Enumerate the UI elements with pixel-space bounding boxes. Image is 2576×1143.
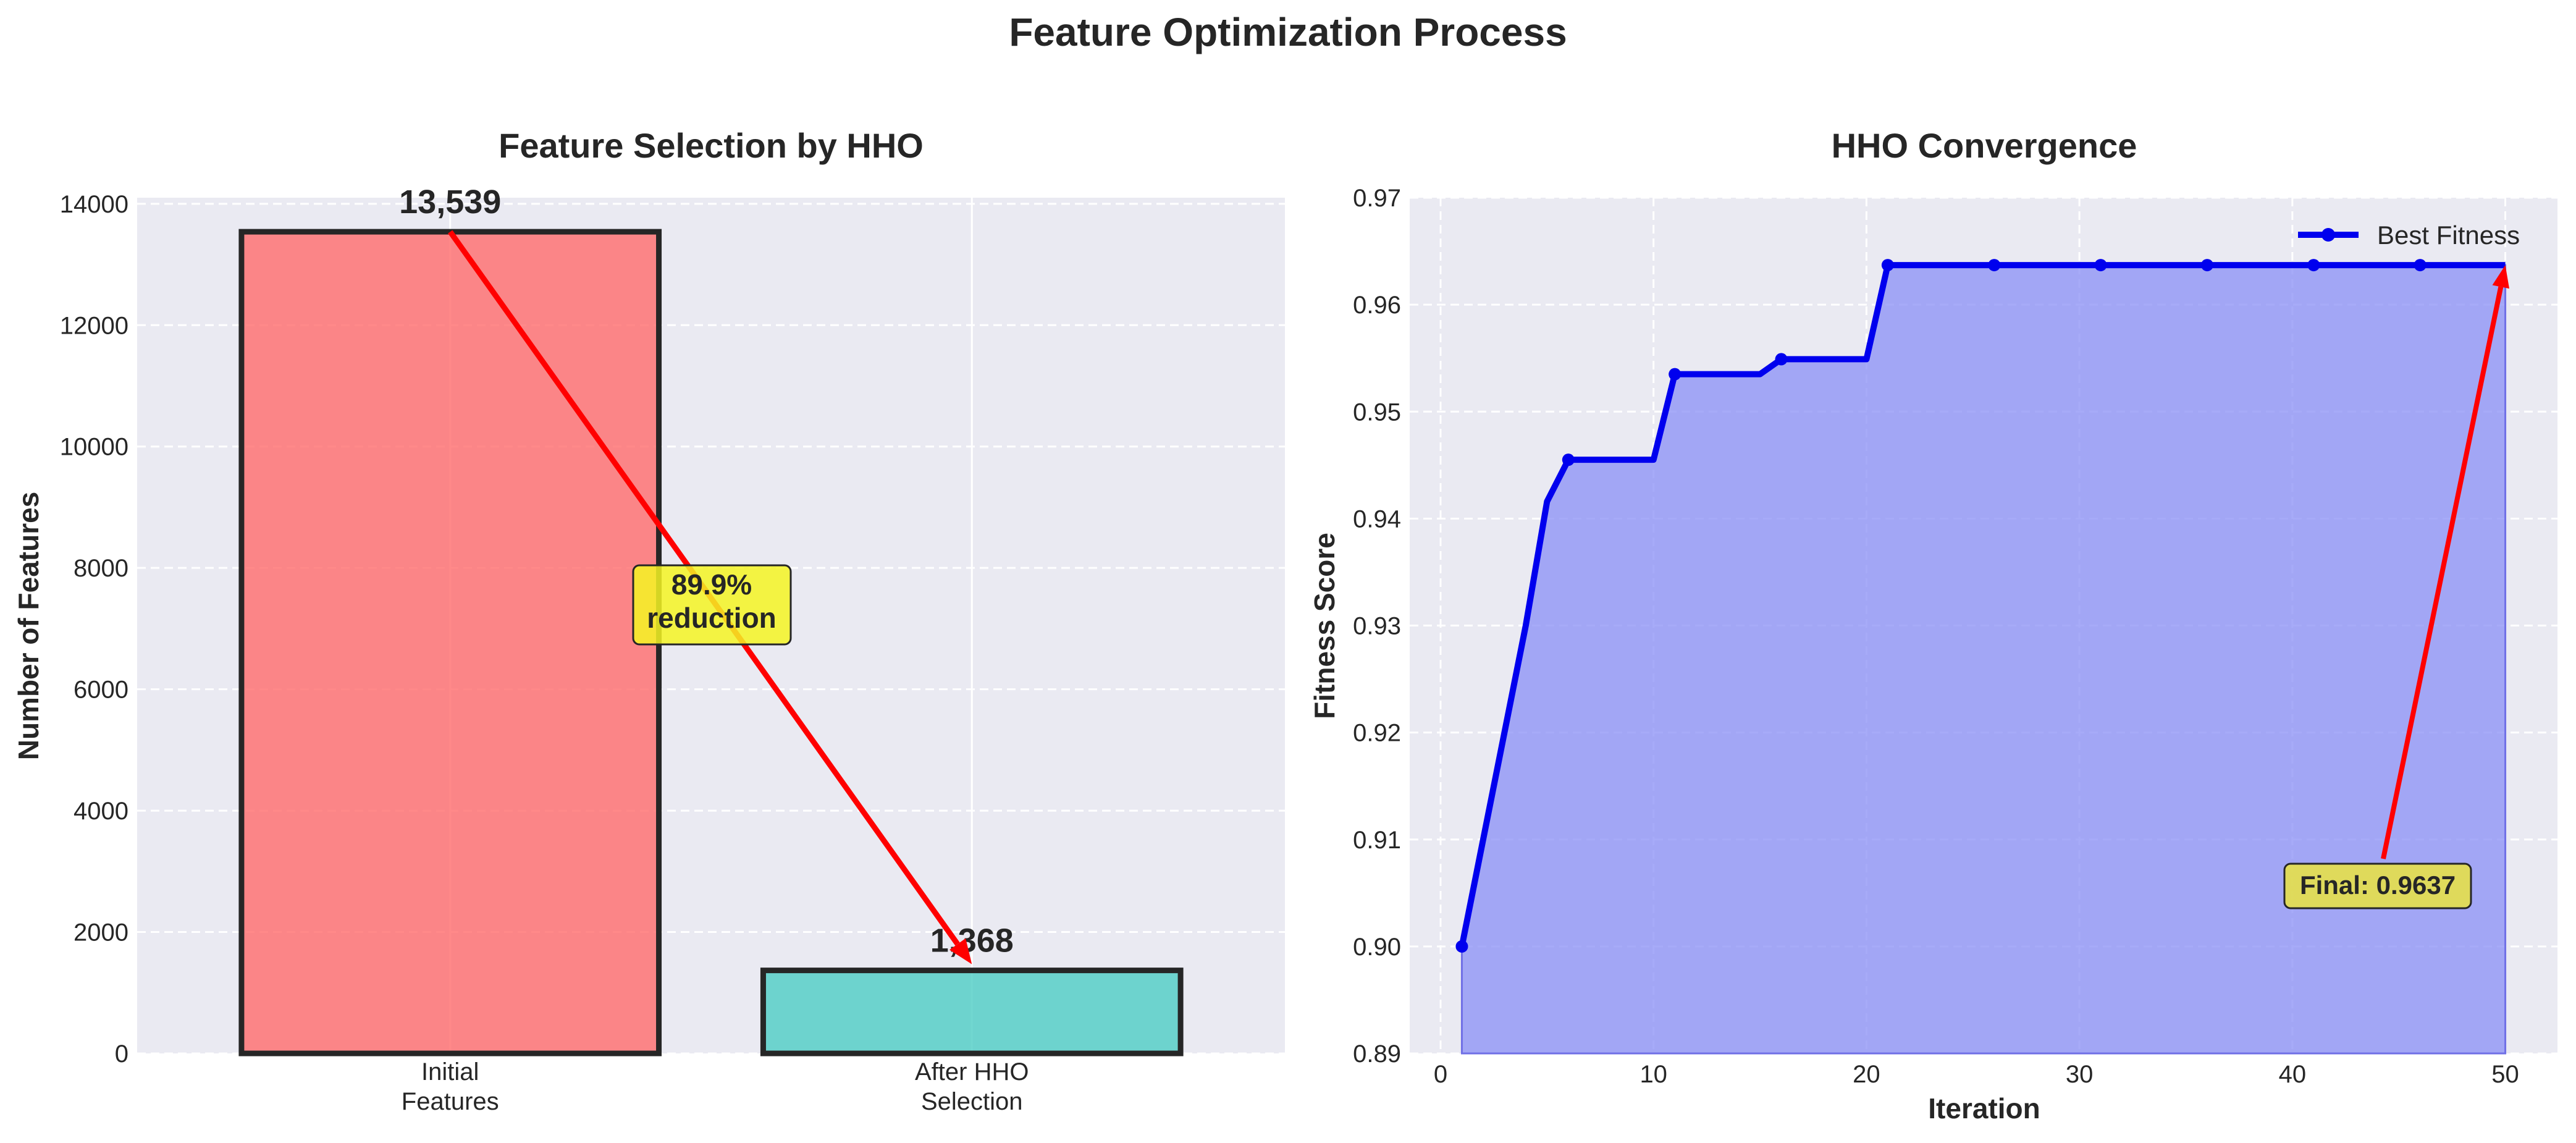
bar-chart-y-tick-label: 14000: [60, 191, 128, 218]
best-fitness-marker: [1881, 259, 1894, 272]
bar-chart-y-tick-label: 8000: [74, 555, 128, 582]
convergence-y-tick-label: 0.96: [1353, 292, 1401, 319]
convergence-x-tick-label: 30: [2066, 1061, 2094, 1088]
legend-label: Best Fitness: [2377, 221, 2520, 250]
convergence-y-tick-label: 0.91: [1353, 827, 1401, 854]
bar-chart-x-ticks: Initial Features After HHO Selection: [402, 1058, 1029, 1115]
bar-chart-x-tick-label: Initial Features: [402, 1058, 499, 1115]
best-fitness-marker: [2414, 259, 2427, 272]
best-fitness-marker: [1669, 368, 1682, 381]
convergence-y-tick-label: 0.97: [1353, 185, 1401, 212]
bar-chart-y-tick-label: 6000: [74, 677, 128, 704]
convergence-chart-title: HHO Convergence: [1832, 126, 2137, 165]
convergence-x-tick-label: 10: [1639, 1061, 1667, 1088]
convergence-chart-y-axis-label: Fitness Score: [1308, 533, 1341, 719]
bar-chart-y-tick-label: 4000: [74, 798, 128, 825]
convergence-x-tick-label: 20: [1853, 1061, 1880, 1088]
convergence-x-tick-label: 0: [1434, 1061, 1447, 1088]
final-annotation-box: [2283, 863, 2472, 909]
bar-chart-y-tick-label: 0: [115, 1040, 128, 1068]
convergence-y-tick-label: 0.92: [1353, 720, 1401, 747]
reduction-annotation-box: [632, 564, 792, 646]
best-fitness-marker: [1562, 453, 1575, 466]
bar-chart-x-tick-label: After HHO Selection: [915, 1058, 1029, 1115]
convergence-y-tick-label: 0.90: [1353, 934, 1401, 961]
convergence-y-tick-label: 0.89: [1353, 1040, 1401, 1068]
best-fitness-marker: [2200, 259, 2213, 272]
final-annotation-text: Final: 0.9637: [2300, 871, 2456, 900]
convergence-x-tick-label: 50: [2491, 1061, 2519, 1088]
convergence-chart-x-axis-label: Iteration: [1928, 1092, 2040, 1124]
best-fitness-markers: [1455, 259, 2427, 953]
figure-title: Feature Optimization Process: [1009, 10, 1567, 54]
convergence-x-tick-label: 40: [2279, 1061, 2307, 1088]
convergence-y-tick-label: 0.93: [1353, 613, 1401, 640]
bar-initial-features: [238, 229, 662, 1057]
convergence-y-tick-label: 0.94: [1353, 505, 1401, 533]
bar-chart-y-tick-label: 2000: [74, 919, 128, 947]
bar-chart-bars: [238, 229, 1184, 1057]
bar-chart-y-tick-label: 12000: [60, 312, 128, 339]
bar-after-hho-selection: [760, 968, 1184, 1057]
bar-chart: Feature Selection by HHO 0 2000 4000 6000 80…: [12, 126, 1285, 1115]
best-fitness-marker: [1455, 940, 1468, 953]
best-fitness-line: [1458, 262, 2506, 947]
convergence-chart-y-ticks: 0.89 0.90 0.91 0.92 0.93 0.94 0.95 0.96 0.97: [1353, 185, 1401, 1068]
best-fitness-marker: [2094, 259, 2107, 272]
best-fitness-marker: [1775, 353, 1788, 366]
legend-marker-swatch: [2321, 228, 2335, 242]
best-fitness-marker: [2307, 259, 2320, 272]
final-annotation: Final: 0.9637: [2283, 863, 2472, 909]
reduction-annotation: 89.9% reduction: [632, 564, 792, 646]
final-arrow: [2381, 265, 2510, 859]
convergence-chart-x-ticks: 0 10 20 30 40 50: [1434, 1061, 2519, 1088]
convergence-y-tick-label: 0.95: [1353, 399, 1401, 426]
bar-chart-y-ticks: 0 2000 4000 6000 8000 10000 12000 14000: [60, 191, 128, 1068]
bar-chart-y-tick-label: 10000: [60, 434, 128, 461]
bar-chart-title: Feature Selection by HHO: [499, 126, 924, 165]
reduction-annotation-text: 89.9% reduction: [647, 568, 777, 634]
bar-chart-y-axis-label: Number of Features: [12, 492, 44, 761]
legend: Best Fitness: [2298, 221, 2520, 250]
convergence-chart: HHO Convergence 0.89 0.90 0.91 0.92 0.93 0.94…: [1308, 126, 2557, 1124]
best-fitness-marker: [1988, 259, 2001, 272]
bar-value-label: 13,539: [399, 183, 501, 221]
